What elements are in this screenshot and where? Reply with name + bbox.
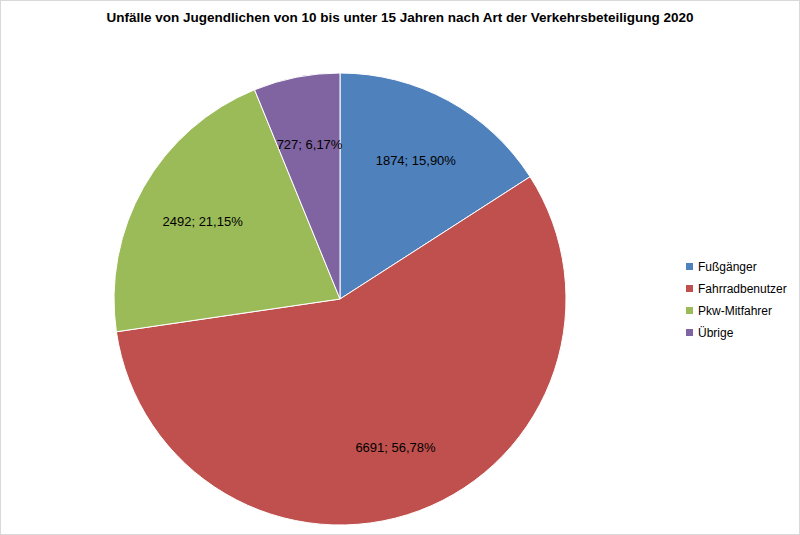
data-label: 2492; 21,15% [162,214,243,229]
pie-slices [114,73,566,525]
data-labels: 1874; 15,90% 6691; 56,78% 2492; 21,15% 727;… [162,137,456,455]
data-label: 1874; 15,90% [376,153,457,168]
legend-label: Fußgänger [698,260,757,274]
legend: Fußgänger Fahrradbenutzer Pkw-Mitfahrer Übr… [686,260,787,340]
legend-swatch [686,285,693,292]
chart-frame [1,1,800,535]
legend-label: Fahrradbenutzer [698,282,787,296]
pie-slice [255,73,340,299]
legend-label: Übrige [698,326,734,340]
data-label: 727; 6,17% [277,137,343,152]
legend-swatch [686,329,693,336]
legend-label: Pkw-Mitfahrer [698,304,772,318]
legend-swatch [686,263,693,270]
chart-title: Unfälle von Jugendlichen von 10 bis unte… [107,10,694,25]
data-label: 6691; 56,78% [355,440,436,455]
chart-container: Unfälle von Jugendlichen von 10 bis unte… [0,0,800,535]
legend-swatch [686,307,693,314]
chart-svg: Unfälle von Jugendlichen von 10 bis unte… [0,0,800,535]
